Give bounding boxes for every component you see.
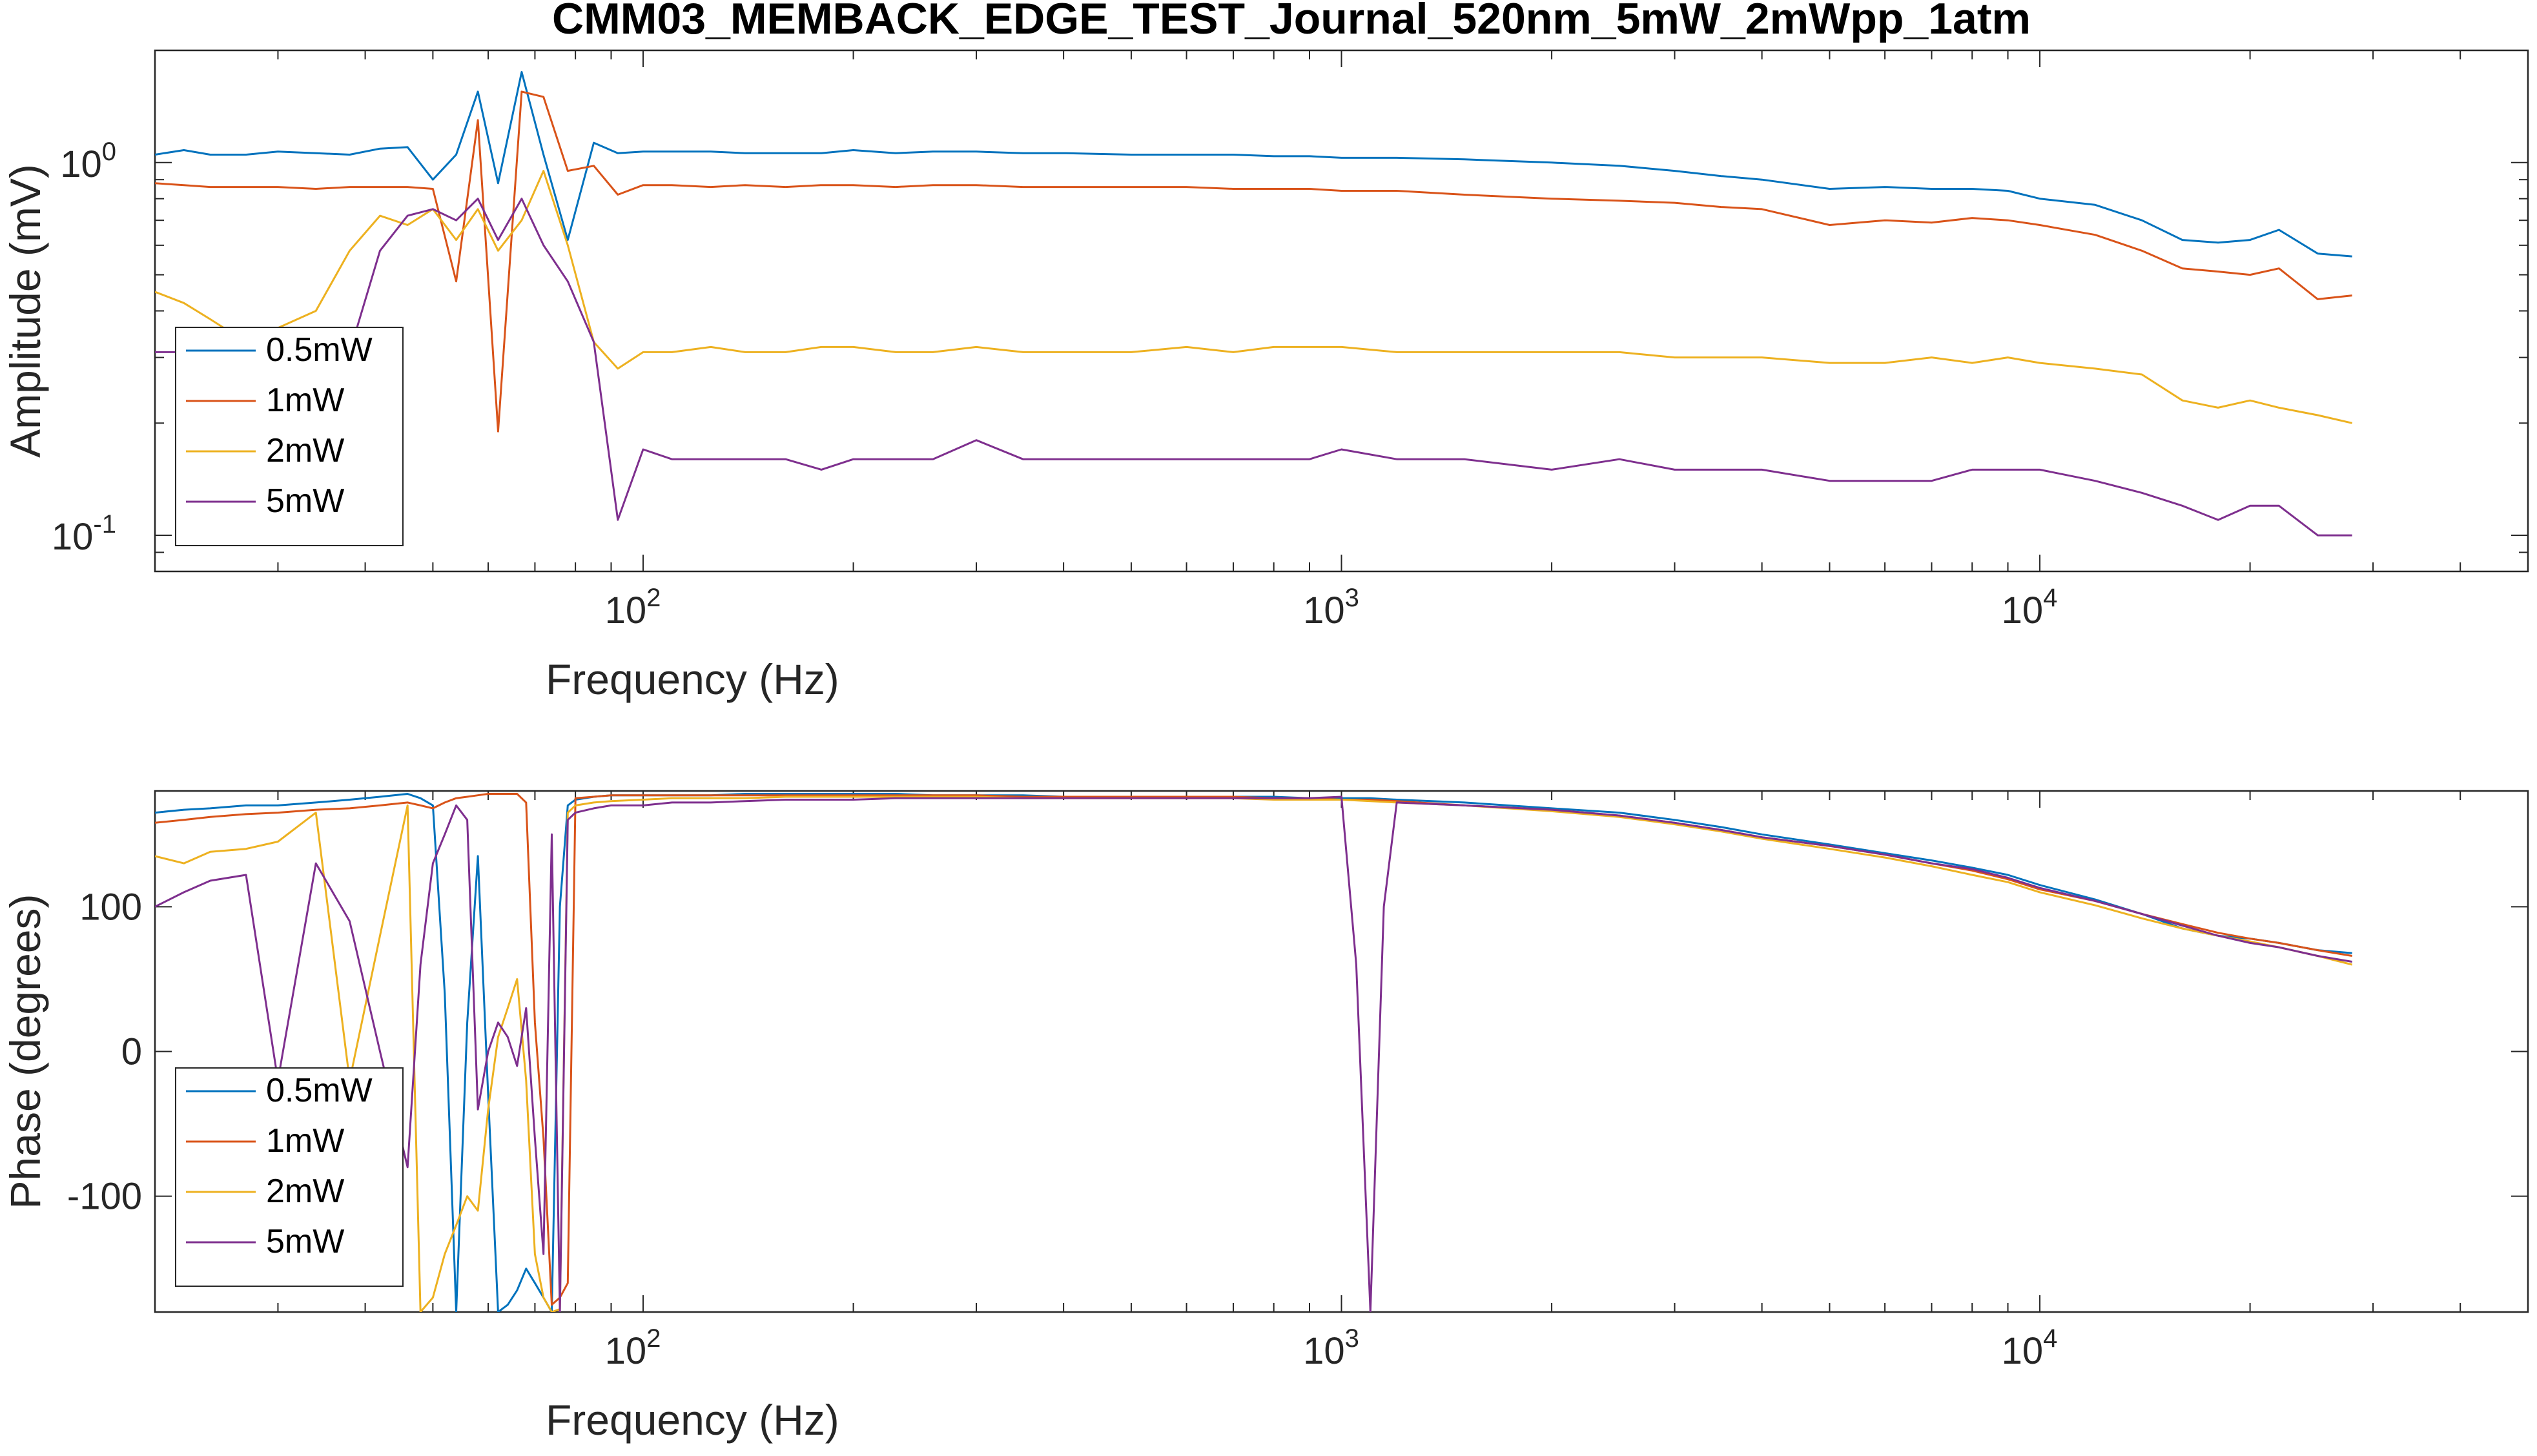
phase-legend-entry: 5mW [266,1223,344,1260]
amp-y-tick-label: 10-1 [52,510,116,558]
phase-series-line-0 [155,793,2352,1312]
amp-series-line-3 [155,198,2352,537]
phase-plot-area [154,790,2529,1313]
phase-y-tick-label: 100 [79,886,142,928]
amp-series-line-2 [155,170,2353,424]
amp-x-tick-label: 104 [2002,584,2058,631]
amp-legend-entry: 2mW [266,432,344,469]
amp-y-axis-label: Amplitude (mV) [1,164,49,458]
amp-y-tick-label: 100 [60,138,116,185]
phase-x-tick-label: 104 [2002,1324,2058,1372]
phase-legend-entry: 2mW [266,1173,344,1210]
phase-y-tick-label: -100 [67,1176,142,1218]
phase-axes: 102 103 104 -100 0 100 Frequency (Hz) Phase (de… [1,790,2529,1444]
phase-legend: 0.5mW 1mW 2mW 5mW [175,1067,404,1287]
phase-y-axis-label: Phase (degrees) [1,894,49,1209]
figure-title: CMM03_MEMBACK_EDGE_TEST_Journal_520nm_5m… [552,0,2031,43]
phase-y-tick-label: 0 [121,1031,142,1073]
phase-legend-box [175,1067,404,1287]
amp-series-line-0 [155,71,2352,258]
amp-legend-box [175,327,404,546]
phase-series-line-3 [155,795,2352,1312]
phase-legend-entry: 0.5mW [266,1072,373,1109]
amp-x-tick-label: 102 [605,584,661,631]
phase-x-tick-label: 102 [605,1324,661,1372]
amp-plot-area [154,49,2529,573]
phase-x-axis-label: Frequency (Hz) [546,1396,839,1444]
amp-legend-entry: 1mW [266,382,344,419]
amplitude-axes: 102 103 104 10-1 100 Frequency (Hz) Amplitude … [1,49,2529,703]
amp-x-axis-label: Frequency (Hz) [546,655,839,703]
amp-x-tick-label: 103 [1303,584,1359,631]
phase-series-line-2 [155,795,2353,1312]
amp-legend-entry: 5mW [266,482,344,520]
phase-x-tick-label: 103 [1303,1324,1359,1372]
amp-legend-entry: 0.5mW [266,331,373,369]
amp-legend: 0.5mW 1mW 2mW 5mW [175,327,404,546]
phase-legend-entry: 1mW [266,1122,344,1160]
